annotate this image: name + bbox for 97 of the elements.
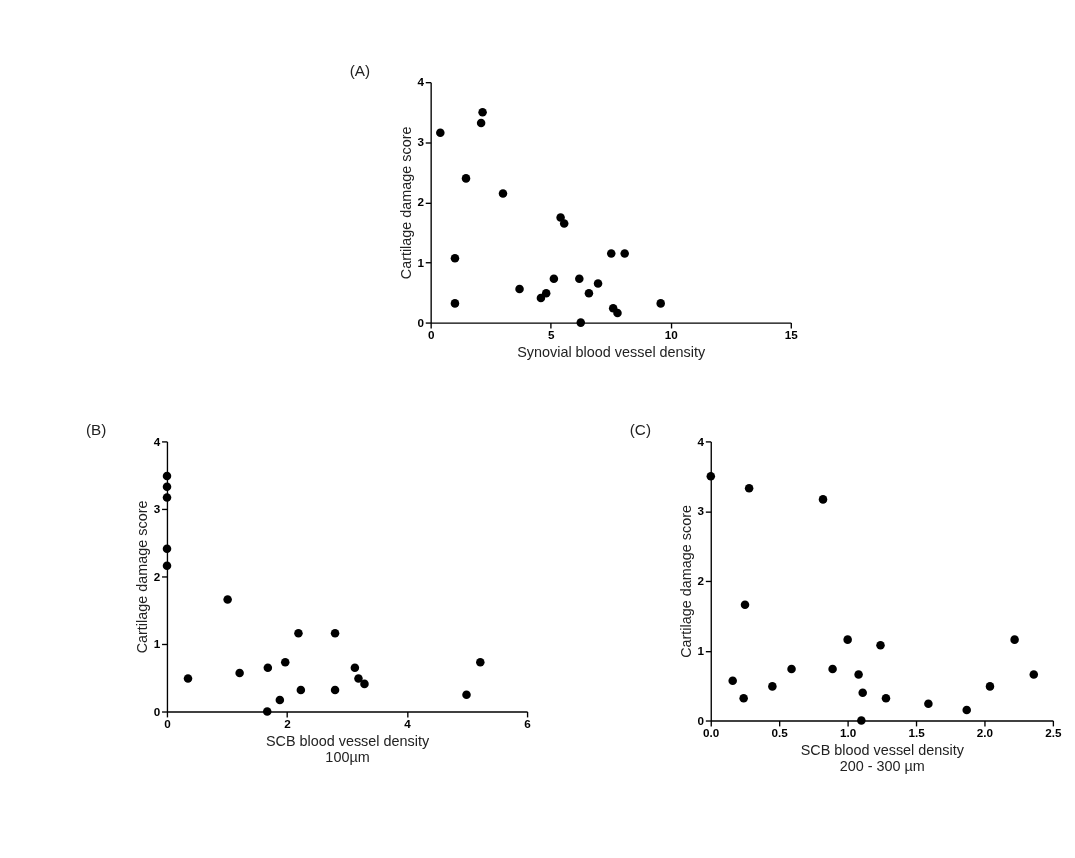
- point: [162, 471, 172, 481]
- point: [162, 482, 172, 491]
- x-tick-label: 2.5: [1045, 726, 1062, 740]
- text: (B): [85, 421, 107, 439]
- point: [728, 676, 737, 686]
- point: [584, 288, 594, 298]
- point: [262, 707, 272, 716]
- text: (A): [349, 61, 371, 79]
- y-tick-label: 2: [153, 569, 161, 583]
- point: [593, 279, 603, 288]
- point: [461, 174, 471, 183]
- x-axis-title: SCB blood vessel density 100µm: [265, 733, 430, 766]
- y-tick-label: 4: [697, 434, 705, 448]
- point: [549, 274, 559, 284]
- point: [828, 664, 837, 674]
- point: [962, 705, 971, 715]
- point: [787, 664, 796, 674]
- point: [854, 670, 863, 679]
- point: [183, 674, 193, 683]
- y-axis-title: Cartilage damage score: [134, 500, 151, 654]
- point: [620, 249, 629, 258]
- y-tick-label: 1: [153, 637, 161, 651]
- point: [613, 308, 622, 318]
- point: [576, 318, 586, 327]
- point: [858, 688, 867, 697]
- point: [235, 668, 244, 678]
- point: [476, 118, 486, 128]
- point: [296, 685, 306, 695]
- point: [857, 716, 866, 725]
- point: [876, 640, 885, 650]
- point: [706, 472, 716, 481]
- point: [436, 128, 445, 137]
- point: [768, 682, 777, 691]
- x-tick-label: 2.0: [976, 726, 994, 740]
- y-tick-label: 2: [697, 574, 705, 588]
- y-tick-label: 1: [417, 255, 425, 269]
- x-tick-label: 15: [784, 328, 799, 342]
- point: [985, 682, 995, 691]
- point: [1010, 635, 1019, 644]
- point: [843, 635, 852, 644]
- y-tick-label: 3: [697, 504, 705, 518]
- point: [739, 693, 748, 703]
- point: [1029, 670, 1039, 679]
- y-tick-label: 3: [153, 502, 161, 516]
- point: [280, 658, 290, 667]
- x-tick-label: 0: [427, 328, 435, 342]
- point: [162, 493, 172, 502]
- text: (C): [629, 421, 652, 439]
- point: [294, 628, 303, 638]
- x-tick-label: 0: [164, 717, 172, 731]
- point: [559, 219, 569, 228]
- y-tick-label: 4: [417, 75, 425, 89]
- point: [462, 690, 471, 699]
- x-tick-label: 1.0: [839, 726, 857, 740]
- y-tick-label: 0: [417, 315, 425, 329]
- point: [740, 600, 750, 609]
- point: [275, 695, 285, 705]
- y-tick-label: 0: [153, 704, 161, 718]
- point: [162, 544, 172, 554]
- point: [744, 483, 754, 493]
- y-tick-label: 4: [153, 434, 161, 448]
- x-axis-title: Synovial blood vessel density: [517, 344, 707, 361]
- point: [656, 299, 665, 308]
- point: [476, 658, 485, 667]
- point: [263, 663, 273, 672]
- point: [924, 699, 933, 709]
- point: [515, 284, 524, 294]
- y-axis-title: Cartilage damage score: [398, 126, 415, 280]
- x-tick-label: 0.0: [703, 726, 720, 740]
- x-axis-title: SCB blood vessel density 200 - 300 µm: [800, 742, 965, 775]
- point: [450, 299, 460, 308]
- point: [360, 679, 369, 689]
- y-tick-label: 1: [697, 643, 705, 657]
- point: [330, 628, 340, 638]
- point: [881, 693, 891, 703]
- point: [541, 288, 551, 298]
- y-axis-title: Cartilage damage score: [678, 505, 695, 658]
- x-tick-label: 4: [404, 717, 412, 731]
- y-tick-label: 3: [417, 135, 425, 149]
- x-tick-label: 5: [547, 328, 555, 342]
- point: [354, 674, 363, 683]
- point: [162, 561, 172, 570]
- point: [330, 685, 340, 695]
- point: [450, 254, 460, 263]
- y-tick-label: 2: [417, 195, 425, 209]
- point: [606, 249, 616, 258]
- x-tick-label: 1.5: [908, 726, 926, 740]
- point: [350, 663, 360, 672]
- point: [818, 495, 828, 504]
- x-tick-label: 10: [664, 328, 679, 342]
- point: [223, 595, 232, 604]
- point: [498, 189, 508, 198]
- point: [575, 274, 584, 284]
- x-tick-label: 0.5: [771, 726, 789, 740]
- x-tick-label: 2: [284, 717, 292, 731]
- point: [478, 108, 487, 117]
- x-tick-label: 6: [524, 717, 532, 731]
